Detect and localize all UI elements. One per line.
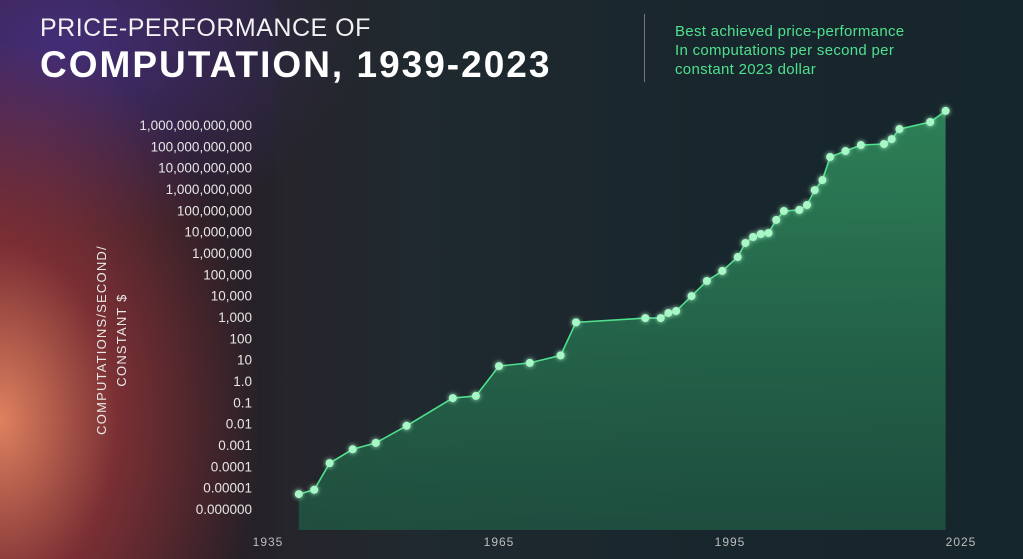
header-divider <box>644 14 645 82</box>
y-tick-label: 1,000,000,000 <box>166 182 252 197</box>
y-tick-label: 100 <box>229 331 252 346</box>
subtitle-line: Best achieved price-performance <box>675 23 905 40</box>
y-tick-label: 100,000,000 <box>177 203 252 218</box>
data-point <box>448 394 457 403</box>
subtitle-line: constant 2023 dollar <box>675 61 817 78</box>
y-tick-label: 0.000000 <box>196 502 252 517</box>
data-point <box>664 308 673 317</box>
x-tick-label: 1935 <box>253 535 284 549</box>
data-point <box>741 238 750 247</box>
y-tick-label: 1,000,000,000,000 <box>139 118 252 133</box>
data-point <box>572 318 580 327</box>
data-point <box>941 106 950 115</box>
data-point <box>672 307 681 316</box>
data-point <box>325 459 334 468</box>
data-point <box>749 233 758 241</box>
y-tick-label: 0.01 <box>226 417 252 432</box>
data-point <box>895 125 904 134</box>
data-point <box>525 358 534 367</box>
data-point <box>733 253 742 262</box>
y-tick-label: 100,000,000,000 <box>151 139 252 154</box>
y-tick-label: 0.0001 <box>211 459 252 474</box>
data-point <box>702 276 711 285</box>
y-tick-label: 0.1 <box>233 395 252 410</box>
x-tick-label: 1965 <box>484 535 515 549</box>
data-point <box>718 266 727 275</box>
y-tick-label: 10,000 <box>211 289 252 304</box>
data-point <box>641 314 650 323</box>
y-tick-label: 100,000 <box>203 267 252 282</box>
x-tick-label: 1995 <box>715 535 746 549</box>
y-tick-label: 1,000,000 <box>192 246 252 261</box>
y-tick-label: 1,000 <box>218 310 252 325</box>
subtitle: Best achieved price-performance In compu… <box>675 22 904 79</box>
data-point <box>926 118 935 127</box>
data-point <box>803 201 811 209</box>
subtitle-line: In computations per second per <box>675 42 895 59</box>
y-tick-label: 10,000,000 <box>184 225 252 240</box>
data-point <box>810 186 819 195</box>
data-point <box>656 314 665 323</box>
y-tick-label: 0.00001 <box>203 481 252 496</box>
title-line-1: PRICE-PERFORMANCE OF <box>40 14 371 42</box>
data-point <box>294 490 303 499</box>
data-point <box>556 351 565 360</box>
data-point <box>818 176 827 185</box>
data-point <box>371 438 380 447</box>
data-point <box>826 153 835 161</box>
y-tick-label: 1.0 <box>233 374 252 389</box>
data-point <box>841 147 850 156</box>
y-tick-label: 10,000,000,000 <box>158 161 252 176</box>
data-point <box>795 205 804 214</box>
data-point <box>880 139 888 148</box>
title-line-2: COMPUTATION, 1939-2023 <box>40 44 552 85</box>
data-point <box>772 215 781 224</box>
data-point <box>764 228 773 237</box>
y-tick-label: 10 <box>237 353 252 368</box>
area-fill <box>298 110 946 531</box>
x-tick-label: 2025 <box>946 535 977 549</box>
data-point <box>471 391 480 400</box>
data-point <box>310 485 319 494</box>
data-point <box>348 445 357 454</box>
data-point <box>779 206 788 215</box>
data-point <box>402 421 411 430</box>
data-point <box>687 292 696 301</box>
y-tick-label: 0.001 <box>218 438 252 453</box>
data-point <box>756 230 765 239</box>
data-point <box>887 135 896 144</box>
data-point <box>856 141 865 150</box>
data-point <box>495 362 503 371</box>
